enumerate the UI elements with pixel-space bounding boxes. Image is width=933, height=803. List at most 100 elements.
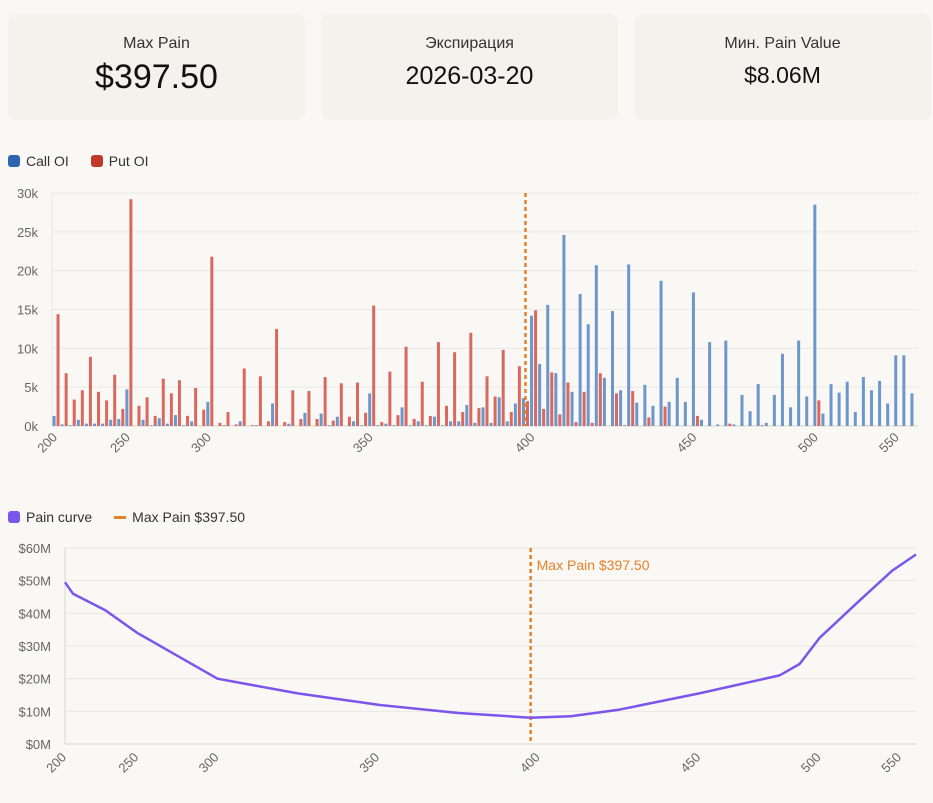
call-oi-bar	[643, 384, 647, 426]
call-oi-bar	[416, 421, 420, 426]
put-oi-bar	[364, 412, 368, 426]
put-oi-bar	[64, 373, 68, 426]
call-oi-bar	[432, 416, 436, 426]
put-oi-bar	[72, 399, 76, 426]
x-tick-label: 350	[356, 750, 382, 776]
call-oi-bar	[748, 411, 752, 426]
call-oi-bar	[594, 265, 598, 426]
put-oi-bar	[356, 382, 360, 426]
put-oi-bar	[631, 391, 635, 426]
call-oi-bar	[271, 403, 275, 426]
y-tick-label: $40M	[18, 606, 51, 621]
call-oi-bar	[368, 393, 372, 426]
call-oi-bar	[165, 423, 169, 426]
put-oi-bar	[210, 256, 214, 426]
call-oi-bar	[562, 234, 566, 426]
y-tick-label: 0k	[24, 419, 38, 434]
legend-call-oi[interactable]: Call OI	[8, 153, 69, 169]
put-oi-bar	[501, 349, 505, 426]
y-tick-label: $50M	[18, 574, 51, 589]
call-oi-bar	[68, 425, 72, 426]
call-oi-bar	[805, 396, 809, 426]
call-oi-bar	[716, 424, 720, 426]
put-oi-bar	[461, 412, 465, 426]
call-oi-bar	[117, 419, 121, 426]
put-oi-bar	[105, 400, 109, 426]
legend-max-pain[interactable]: Max Pain $397.50	[114, 509, 245, 525]
put-oi-bar	[258, 376, 262, 426]
call-oi-bar	[101, 423, 105, 426]
call-oi-bar	[756, 384, 760, 426]
x-tick-label: 250	[115, 750, 141, 776]
call-oi-bar	[473, 422, 477, 426]
put-oi-bar	[145, 397, 149, 426]
max-pain-card: Max Pain $397.50	[8, 14, 305, 120]
call-oi-bar	[619, 390, 623, 426]
call-oi-bar	[497, 397, 501, 426]
call-oi-bar	[683, 401, 687, 426]
put-oi-bar	[307, 391, 311, 426]
legend-max-pain-label: Max Pain $397.50	[132, 509, 246, 525]
put-oi-bar	[485, 376, 489, 426]
call-oi-bar	[764, 422, 768, 426]
min-pain-card: Мин. Pain Value $8.06M	[634, 14, 931, 120]
pain-legend: Pain curve Max Pain $397.50	[8, 509, 267, 525]
legend-put-oi[interactable]: Put OI	[90, 153, 148, 169]
call-oi-bar	[837, 392, 841, 426]
call-oi-bar	[610, 311, 614, 426]
call-swatch	[8, 155, 20, 167]
call-oi-bar	[400, 407, 404, 426]
call-oi-bar	[335, 416, 339, 426]
call-oi-bar	[465, 405, 469, 426]
call-oi-bar	[627, 264, 631, 426]
y-tick-label: 30k	[17, 186, 38, 201]
put-oi-bar	[372, 305, 376, 426]
put-oi-bar	[169, 393, 173, 426]
max-pain-annotation: Max Pain $397.50	[537, 557, 650, 573]
put-oi-bar	[477, 408, 481, 426]
put-oi-bar	[404, 346, 408, 426]
call-oi-bar	[797, 340, 801, 426]
expiration-label: Экспирация	[425, 35, 514, 52]
put-oi-bar	[186, 415, 190, 426]
call-oi-bar	[254, 425, 258, 426]
call-oi-bar	[76, 419, 80, 426]
call-oi-bar	[538, 363, 542, 426]
call-oi-bar	[521, 398, 525, 426]
call-oi-bar	[546, 304, 550, 426]
pain-curve-line	[63, 553, 917, 719]
put-oi-bar	[177, 380, 181, 426]
put-oi-bar	[275, 328, 279, 426]
put-oi-bar	[347, 416, 351, 426]
call-oi-bar	[780, 353, 784, 426]
put-oi-bar	[558, 414, 562, 426]
put-oi-bar	[396, 415, 400, 426]
call-oi-bar	[125, 389, 129, 426]
y-tick-label: 5k	[24, 380, 38, 395]
call-oi-bar	[384, 423, 388, 426]
legend-call-label: Call OI	[26, 153, 69, 169]
call-oi-bar	[327, 425, 331, 426]
pain-swatch	[8, 511, 20, 523]
x-tick-label: 500	[798, 750, 824, 776]
max-pain-value: $397.50	[95, 58, 218, 96]
put-swatch	[90, 155, 103, 167]
call-oi-bar	[554, 373, 558, 426]
legend-pain-curve[interactable]: Pain curve	[8, 509, 92, 525]
put-oi-bar	[695, 415, 699, 426]
y-tick-label: 15k	[17, 303, 38, 318]
put-oi-bar	[534, 310, 538, 426]
call-oi-bar	[109, 419, 113, 426]
put-oi-bar	[542, 408, 546, 426]
expiration-card: Экспирация 2026-03-20	[321, 14, 618, 120]
call-oi-bar	[821, 413, 825, 426]
call-oi-bar	[570, 391, 574, 426]
put-oi-bar	[202, 409, 206, 426]
put-oi-bar	[113, 374, 117, 426]
put-oi-bar	[582, 391, 586, 426]
max-pain-label: Max Pain	[123, 35, 190, 52]
call-oi-bar	[829, 384, 833, 426]
call-oi-bar	[424, 425, 428, 426]
y-tick-label: $10M	[18, 704, 51, 719]
